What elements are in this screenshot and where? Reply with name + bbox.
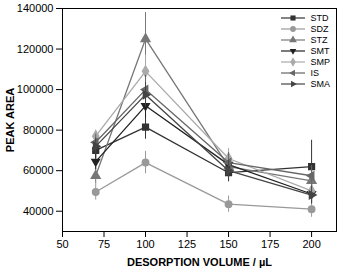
svg-text:PEAK AREA: PEAK AREA xyxy=(4,88,16,152)
html-text:SMT: SMT xyxy=(310,45,330,56)
html-text:STD: STD xyxy=(310,12,329,23)
svg-text:40000: 40000 xyxy=(23,205,54,217)
svg-text:50: 50 xyxy=(56,238,68,250)
html-text:STZ: STZ xyxy=(310,34,328,45)
svg-text:200: 200 xyxy=(302,238,320,250)
svg-text:60000: 60000 xyxy=(23,164,54,176)
svg-text:140000: 140000 xyxy=(17,2,54,14)
svg-text:75: 75 xyxy=(98,238,110,250)
svg-text:80000: 80000 xyxy=(23,124,54,136)
svg-text:100000: 100000 xyxy=(17,83,54,95)
svg-text:120000: 120000 xyxy=(17,43,54,55)
html-text:SDZ: SDZ xyxy=(310,23,329,34)
html-text:SMP: SMP xyxy=(310,56,330,67)
svg-text:175: 175 xyxy=(261,238,279,250)
svg-text:100: 100 xyxy=(136,238,154,250)
html-text:IS: IS xyxy=(310,67,319,78)
svg-text:150: 150 xyxy=(219,238,237,250)
html-text:SMA: SMA xyxy=(310,78,330,89)
svg-text:125: 125 xyxy=(178,238,196,250)
svg-text:DESORPTION VOLUME / µL: DESORPTION VOLUME / µL xyxy=(127,256,272,268)
